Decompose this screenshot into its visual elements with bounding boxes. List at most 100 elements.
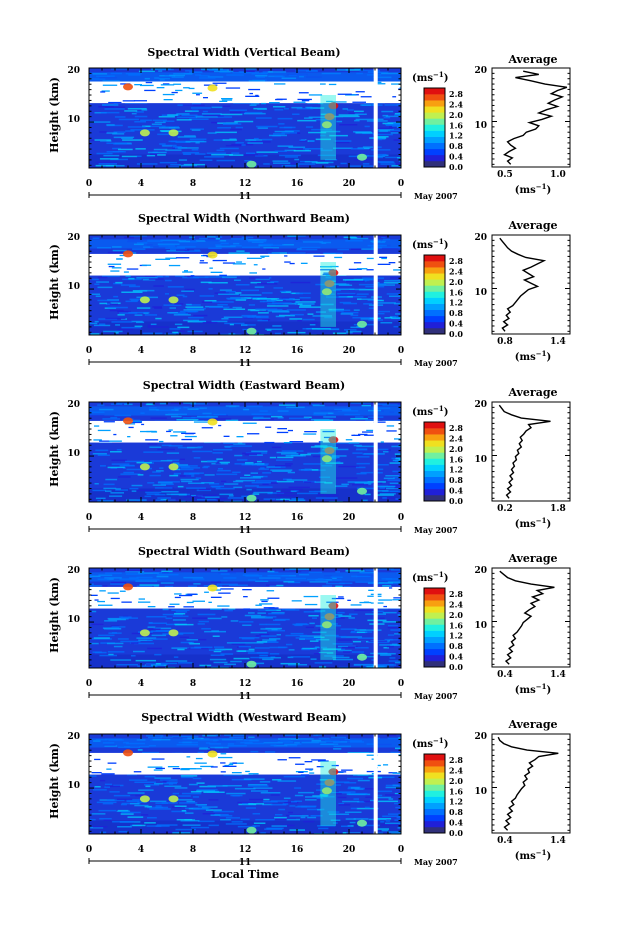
colorbar-tick-label: 1.2 (449, 631, 463, 641)
heatmap-convective-column (320, 262, 336, 327)
heatmap-cell (110, 68, 128, 70)
heatmap-cell (149, 474, 161, 477)
avg-y-tick-20: 20 (474, 66, 487, 76)
heatmap-cell (145, 785, 151, 788)
heatmap-cell (350, 651, 365, 653)
heatmap-cell (315, 311, 326, 313)
heatmap-hotspot (139, 296, 150, 304)
heatmap-cell (245, 68, 256, 70)
heatmap-cell (181, 792, 202, 795)
heatmap-cell (312, 631, 327, 634)
x-tick: 4 (138, 845, 144, 855)
heatmap-cell (385, 786, 401, 789)
heatmap-eastward (88, 401, 402, 532)
heatmap-cell (390, 751, 399, 754)
heatmap-cell (356, 462, 370, 465)
heatmap-cell (337, 649, 352, 652)
heatmap-cell (366, 257, 375, 260)
heatmap-cell (399, 431, 401, 433)
heatmap-cell (288, 486, 310, 489)
heatmap-cell (291, 801, 298, 803)
heatmap-cell (156, 664, 164, 667)
heatmap-cell (176, 249, 190, 251)
heatmap-cell (194, 153, 206, 155)
heatmap-cell (285, 634, 308, 637)
heatmap-cell (383, 664, 397, 666)
heatmap-cell (377, 138, 382, 141)
heatmap-cell (215, 734, 221, 736)
heatmap-cell (164, 333, 176, 335)
heatmap-cell (325, 276, 332, 279)
heatmap-cell (308, 140, 315, 142)
heatmap-cell (115, 281, 123, 284)
heatmap-cell (365, 796, 372, 798)
heatmap-cell (281, 297, 290, 300)
heatmap-cell (107, 592, 119, 594)
heatmap-cell (392, 125, 401, 127)
heatmap-cell (99, 302, 108, 305)
heatmap-cell (305, 126, 314, 128)
heatmap-cell (386, 449, 391, 451)
heatmap-cell (299, 297, 311, 299)
heatmap-cell (214, 746, 229, 749)
heatmap-cell (158, 481, 180, 483)
heatmap-cell (248, 648, 255, 651)
heatmap-cell (394, 661, 401, 664)
heatmap-cell (361, 248, 378, 250)
heatmap-cell (387, 831, 401, 833)
heatmap-cell (250, 281, 261, 284)
heatmap-cell (271, 299, 283, 302)
heatmap-cell (216, 583, 238, 586)
heatmap-cell (271, 446, 282, 449)
heatmap-cell (180, 641, 195, 644)
heatmap-cell (209, 483, 220, 485)
heatmap-cell (180, 475, 192, 477)
heatmap-cell (154, 487, 173, 489)
heatmap-cell (395, 457, 401, 460)
heatmap-cell (352, 101, 366, 103)
heatmap-cell (162, 83, 170, 85)
heatmap-cell (221, 99, 233, 101)
heatmap-cell (281, 291, 291, 294)
heatmap-cell (262, 268, 266, 270)
heatmap-cell (285, 455, 306, 457)
heatmap-cell (289, 815, 309, 817)
heatmap-cell (337, 611, 345, 614)
heatmap-cell (153, 585, 159, 587)
heatmap-cell (232, 471, 241, 474)
heatmap-cell (166, 250, 185, 252)
heatmap-cell (262, 639, 277, 641)
heatmap-cell (374, 146, 382, 148)
heatmap-cell (330, 265, 339, 268)
heatmap-hotspot (207, 750, 218, 758)
missing-data-band (89, 81, 401, 104)
heatmap-cell (197, 498, 217, 501)
heatmap-cell (356, 445, 375, 448)
colorbar-swatch (424, 494, 445, 502)
heatmap-cell (231, 772, 242, 774)
colorbar-unit: (ms−1) (412, 736, 448, 750)
heatmap-cell (358, 433, 368, 436)
heatmap-cell (222, 139, 237, 141)
heatmap-cell (261, 641, 279, 643)
heatmap-cell (94, 139, 111, 141)
heatmap-cell (140, 119, 152, 121)
heatmap-cell (353, 798, 359, 800)
heatmap-cell (210, 271, 223, 273)
heatmap-cell (350, 248, 364, 250)
colorbar-swatch (424, 136, 445, 143)
heatmap-cell (233, 443, 246, 445)
heatmap-cell (167, 766, 180, 768)
heatmap-cell (121, 155, 138, 158)
heatmap-cell (134, 325, 143, 328)
heatmap-hotspot (321, 121, 332, 129)
heatmap-cell (366, 269, 374, 271)
heatmap-cell (220, 753, 227, 755)
heatmap-cell (92, 489, 107, 492)
heatmap-cell (350, 148, 364, 150)
heatmap-cell (132, 248, 146, 250)
heatmap-cell (117, 328, 134, 331)
x-tick: 4 (138, 179, 144, 189)
heatmap-cell (131, 320, 143, 323)
heatmap-cell (174, 593, 182, 595)
